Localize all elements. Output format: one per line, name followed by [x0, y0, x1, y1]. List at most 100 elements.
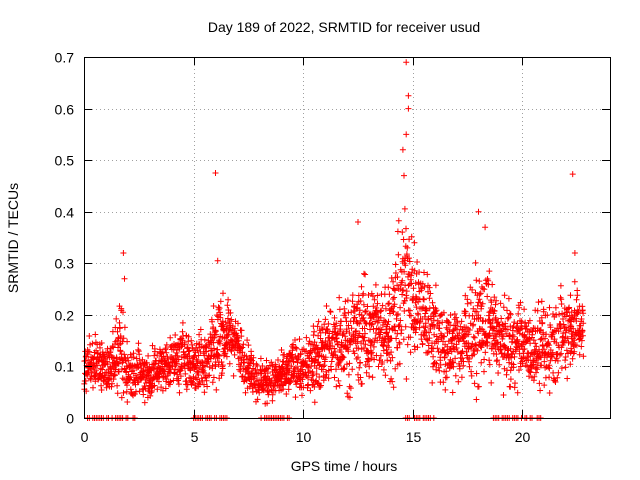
data-point [440, 379, 447, 386]
data-point [578, 343, 585, 350]
data-point [469, 340, 476, 347]
data-point [316, 361, 323, 368]
data-point [308, 358, 315, 365]
data-point [486, 268, 493, 275]
data-point [414, 259, 421, 265]
data-point [492, 301, 499, 308]
data-point [82, 377, 89, 384]
data-point [374, 337, 381, 344]
data-point [215, 351, 222, 358]
data-point [426, 305, 433, 312]
data-point [346, 360, 353, 367]
data-point [196, 365, 202, 372]
data-point [209, 318, 216, 325]
y-axis-label: SRMTID / TECUs [5, 183, 21, 293]
data-point [199, 368, 206, 375]
data-point [176, 389, 183, 396]
data-point [150, 366, 157, 373]
data-point [238, 333, 245, 340]
data-point [251, 373, 258, 380]
data-point [486, 333, 493, 340]
data-point [532, 340, 539, 347]
data-point [387, 357, 394, 364]
data-point [392, 261, 399, 268]
data-point [295, 356, 302, 363]
data-point [185, 348, 192, 355]
data-point [163, 376, 170, 383]
data-point [191, 353, 198, 360]
data-point [451, 335, 458, 342]
data-point [388, 349, 395, 356]
data-point [567, 361, 574, 368]
data-point [345, 322, 352, 329]
axis-ticks: 0 0.1 0.2 0.3 0.4 0.5 0.6 0.7 0 5 10 15 20 [55, 50, 610, 445]
data-point [210, 324, 217, 331]
data-point [485, 312, 492, 319]
data-point [456, 365, 463, 372]
data-point [201, 352, 208, 359]
data-point [250, 354, 257, 361]
data-point [92, 331, 99, 338]
data-point [381, 339, 388, 346]
data-point [396, 360, 403, 367]
data-point [426, 329, 432, 336]
data-point [325, 320, 332, 327]
data-point [188, 337, 195, 344]
data-point [264, 400, 271, 407]
data-point [94, 362, 101, 369]
data-point [293, 381, 300, 388]
data-point [505, 295, 512, 302]
data-point [213, 386, 220, 393]
data-point [379, 359, 386, 365]
data-point [113, 315, 120, 322]
data-point [554, 374, 561, 381]
data-point [418, 336, 425, 343]
data-point [163, 349, 170, 356]
data-point [367, 342, 374, 349]
data-point [240, 356, 247, 363]
data-point [315, 318, 322, 325]
data-point [223, 353, 230, 360]
data-point [175, 381, 182, 388]
data-point [351, 314, 358, 321]
data-point [336, 382, 343, 389]
data-point [257, 355, 264, 362]
data-point [451, 311, 458, 317]
data-point [473, 308, 480, 315]
data-point [212, 170, 219, 176]
data-point [396, 341, 403, 347]
data-point [553, 311, 560, 318]
data-point [416, 324, 423, 331]
data-point [391, 301, 398, 308]
data-point [361, 325, 368, 332]
data-point [458, 318, 465, 325]
data-point [452, 355, 459, 362]
data-point [575, 309, 582, 315]
data-point [412, 299, 419, 306]
data-point [379, 302, 386, 309]
data-point [563, 347, 570, 354]
data-point [390, 309, 397, 315]
data-point [466, 363, 473, 370]
data-point [580, 320, 587, 327]
data-point [111, 355, 117, 362]
data-point [175, 356, 182, 363]
data-point [486, 357, 493, 364]
data-point [541, 358, 548, 365]
data-point [545, 339, 552, 345]
data-point [491, 294, 498, 301]
data-point [550, 369, 557, 376]
data-point [475, 330, 482, 337]
data-point [546, 374, 553, 381]
data-point [363, 308, 369, 314]
data-point [365, 357, 372, 364]
data-point [302, 357, 309, 364]
data-point [306, 338, 313, 345]
data-point [171, 370, 178, 377]
data-point [220, 290, 226, 297]
data-point [205, 358, 212, 365]
data-point [338, 318, 345, 325]
data-point [445, 350, 452, 357]
data-point [189, 378, 195, 385]
